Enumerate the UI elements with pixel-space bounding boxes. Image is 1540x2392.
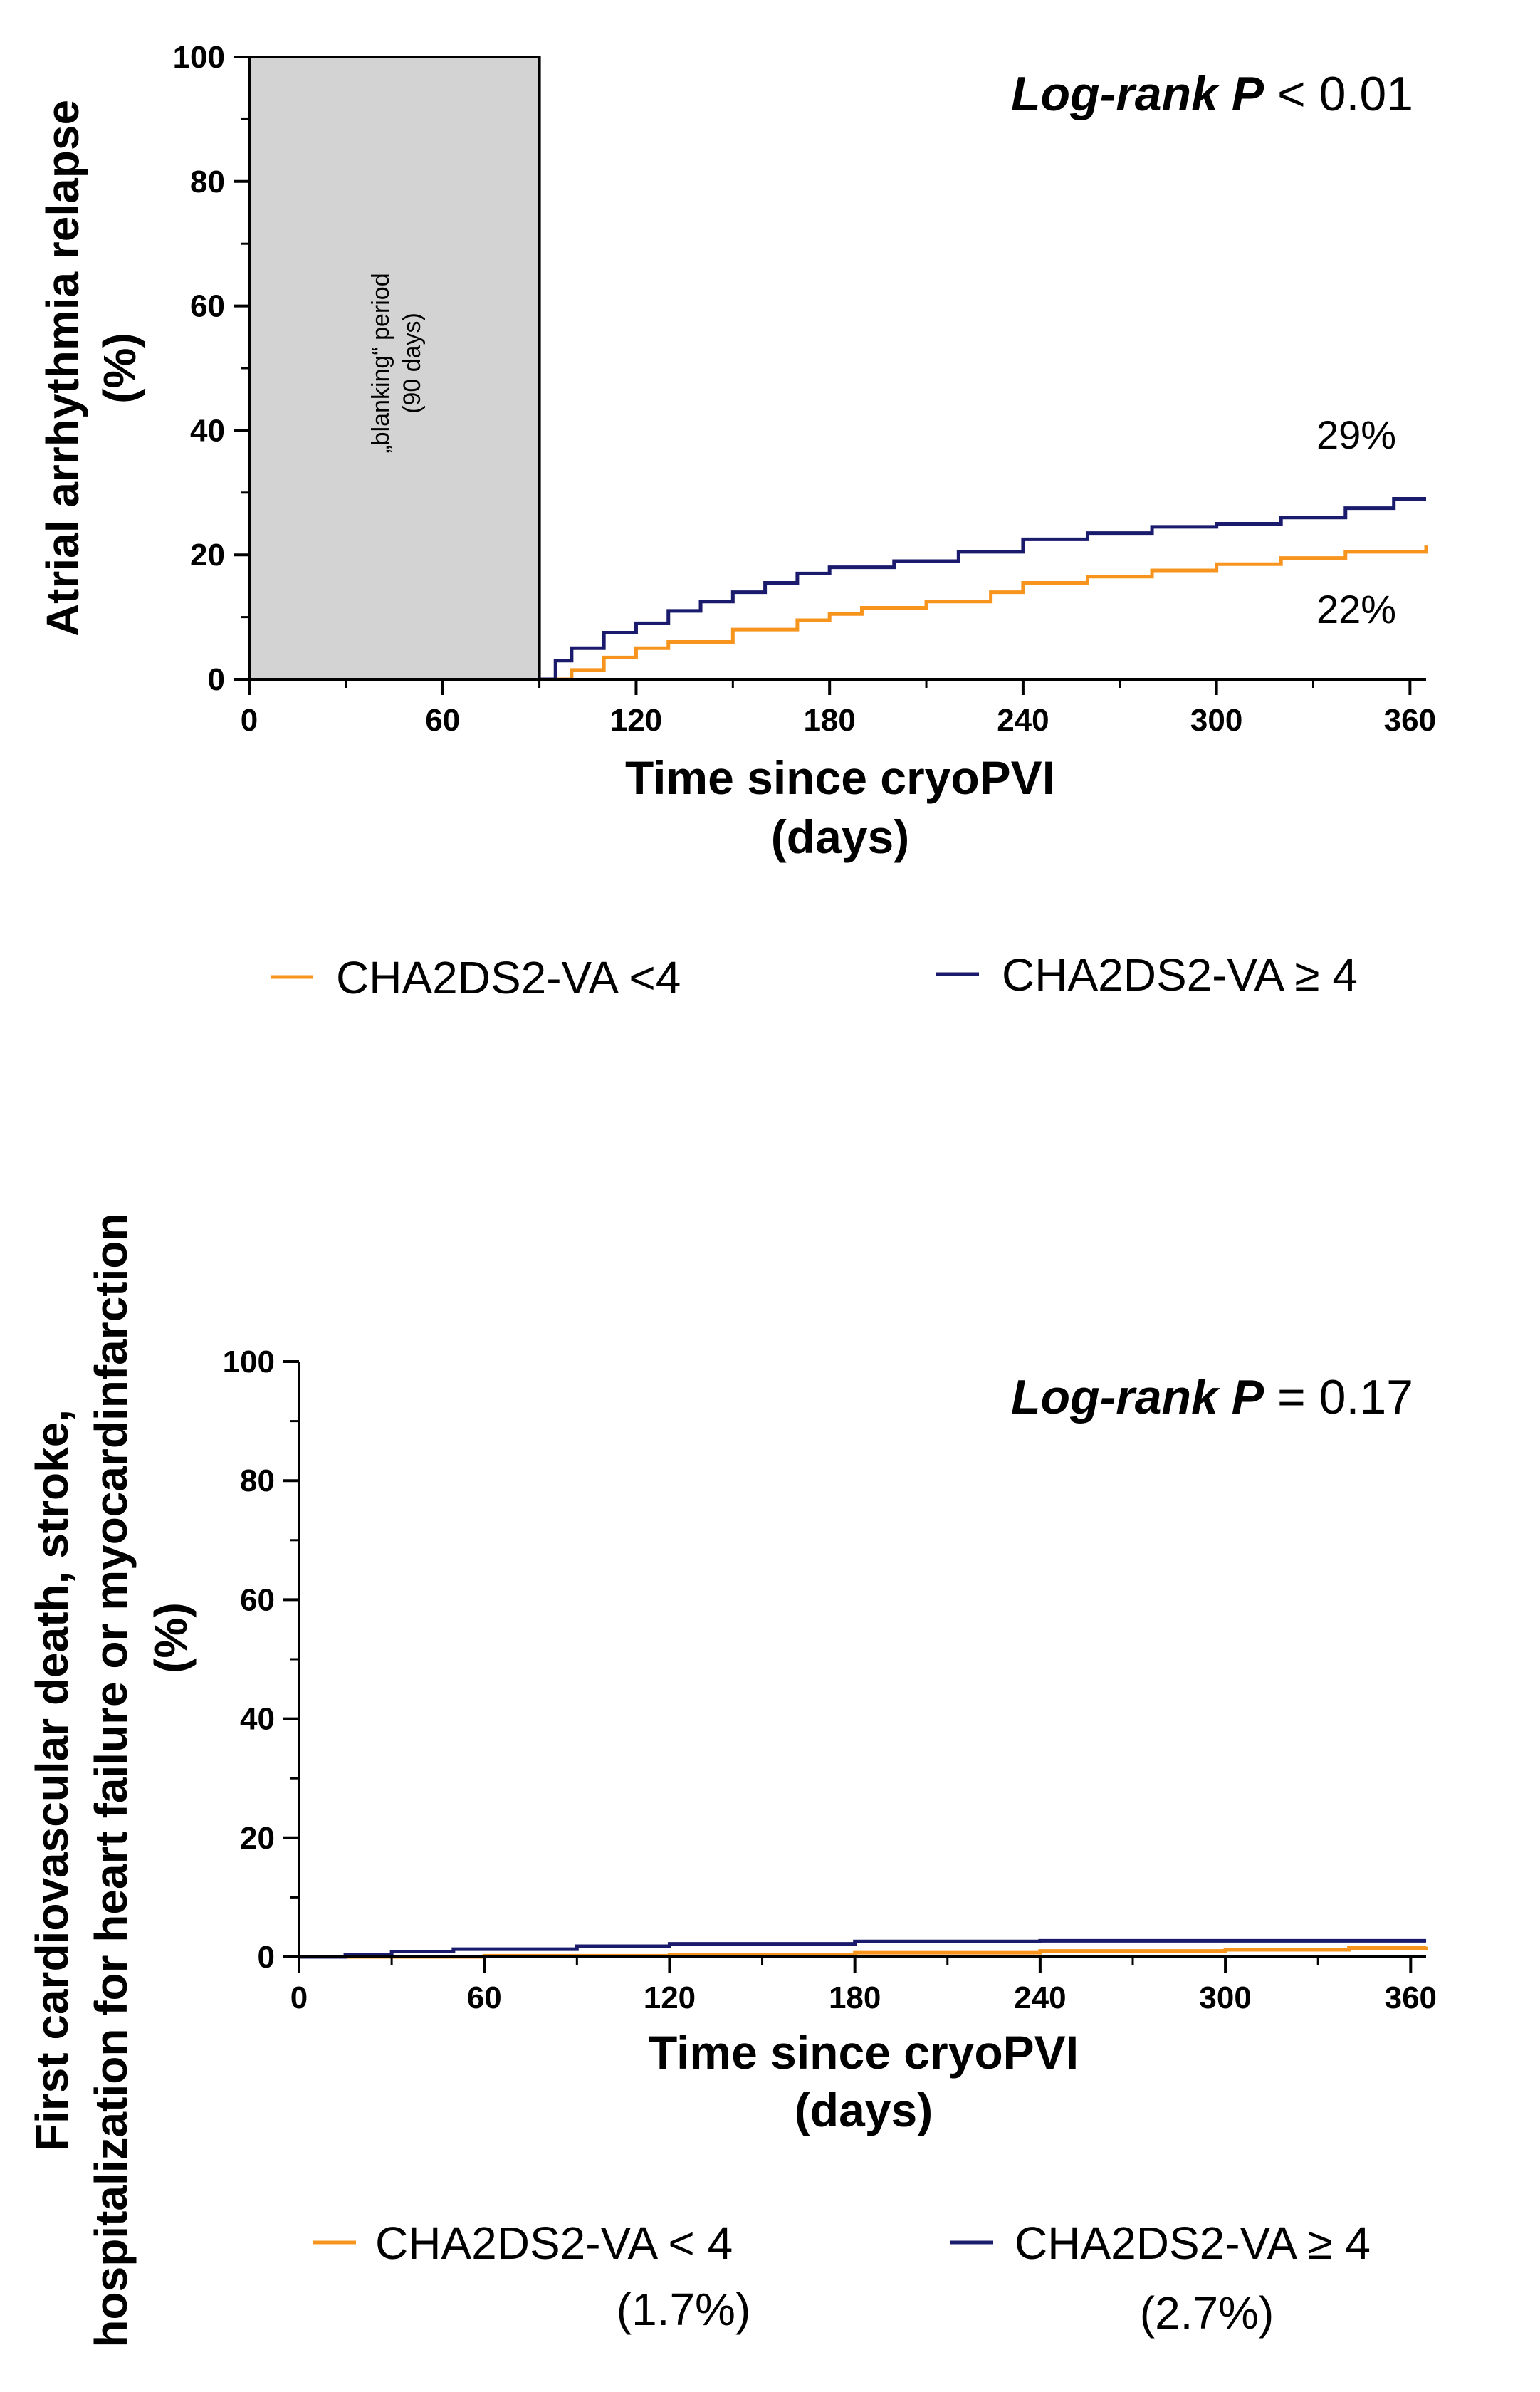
series-line-1 [539, 497, 1426, 681]
blanking-period-duration: (90 days) [399, 313, 426, 414]
blanking-period-box [248, 56, 541, 681]
y-axis-unit: (%) [145, 1602, 197, 1673]
series-line-1 [299, 1938, 1426, 1959]
y-tick-label: 40 [190, 413, 225, 448]
end-label-low: 22% [1316, 587, 1396, 632]
y-tick-label: 20 [240, 1821, 275, 1856]
y-tick-label: 20 [190, 538, 225, 573]
x-tick-label: 0 [290, 1980, 308, 2015]
cv-outcome-chart: 0 20 40 60 80 100 0 60 120 180 240 300 360 First car… [26, 1213, 1437, 2347]
legend-pct-low: (1.7%) [617, 2284, 751, 2335]
x-axis-title: Time since cryoPVI [649, 2026, 1079, 2079]
y-axis-unit: (%) [94, 333, 145, 404]
x-tick-label: 0 [241, 703, 258, 738]
axes: 0 20 40 60 80 100 0 60 120 180 240 300 360 [223, 1344, 1437, 2015]
series-line-0 [539, 545, 1428, 681]
x-tick-label: 180 [829, 1980, 881, 2015]
series-group [299, 1938, 1428, 1959]
logrank-value: = 0.17 [1264, 1370, 1413, 1424]
y-axis-title-line2: hospitalization for heart failure or myo… [85, 1213, 137, 2347]
legend-label-low: CHA2DS2-VA <4 [336, 952, 681, 1003]
y-tick-label: 100 [223, 1344, 275, 1379]
logrank-label: Log-rank P [1011, 67, 1264, 121]
x-axis-unit: (days) [795, 2084, 933, 2136]
legend-pct-high: (2.7%) [1140, 2287, 1274, 2339]
x-tick-label: 360 [1385, 1980, 1437, 2015]
x-tick-label: 120 [644, 1980, 696, 2015]
x-tick-label: 240 [997, 703, 1049, 738]
y-axis-title-line1: First cardiovascular death, stroke, [26, 1409, 78, 2151]
y-tick-label: 100 [173, 40, 225, 75]
logrank-annotation: Log-rank P < 0.01 [1011, 67, 1413, 121]
x-axis-title: Time since cryoPVI [625, 751, 1055, 804]
x-tick-label: 240 [1014, 1980, 1066, 2015]
x-tick-label: 360 [1384, 703, 1436, 738]
logrank-label: Log-rank P [1011, 1370, 1264, 1424]
logrank-value: < 0.01 [1264, 67, 1413, 121]
x-tick-label: 300 [1199, 1980, 1251, 2015]
legend: CHA2DS2-VA < 4 (1.7%) CHA2DS2-VA ≥ 4 (2.… [313, 2218, 1371, 2339]
x-axis-unit: (days) [771, 810, 909, 863]
y-tick-label: 80 [240, 1463, 275, 1498]
y-tick-label: 0 [258, 1940, 275, 1975]
y-axis-title: Atrial arrhythmia relapse [37, 100, 88, 637]
y-tick-label: 80 [190, 164, 225, 199]
y-tick-label: 0 [208, 662, 225, 697]
x-tick-label: 120 [610, 703, 662, 738]
logrank-annotation: Log-rank P = 0.17 [1011, 1370, 1413, 1424]
arrhythmia-relapse-chart: „blanking“ period (90 days) 0 20 40 60 80 100… [37, 40, 1436, 1003]
legend-label-low: CHA2DS2-VA < 4 [375, 2218, 733, 2269]
end-label-high: 29% [1316, 412, 1396, 457]
x-tick-label: 180 [803, 703, 855, 738]
axes: 0 20 40 60 80 100 0 60 120 180 240 300 360 [173, 40, 1436, 738]
x-tick-label: 60 [467, 1980, 502, 2015]
y-tick-label: 60 [240, 1582, 275, 1617]
legend-label-high: CHA2DS2-VA ≥ 4 [1015, 2218, 1371, 2269]
series-group [539, 497, 1428, 681]
x-tick-label: 60 [425, 703, 460, 738]
y-tick-label: 40 [240, 1702, 275, 1737]
y-tick-label: 60 [190, 289, 225, 324]
legend: CHA2DS2-VA <4 CHA2DS2-VA ≥ 4 [271, 949, 1358, 1003]
legend-label-high: CHA2DS2-VA ≥ 4 [1002, 949, 1358, 1001]
blanking-period-label: „blanking“ period [367, 273, 394, 453]
x-tick-label: 300 [1190, 703, 1242, 738]
